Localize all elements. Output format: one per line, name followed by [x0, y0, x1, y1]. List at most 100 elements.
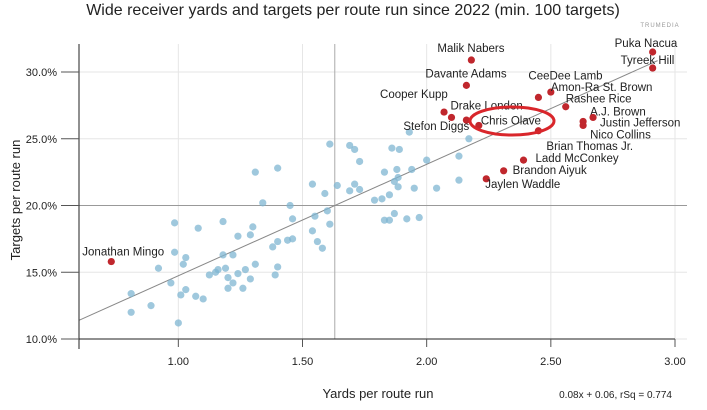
- data-point: [239, 284, 247, 292]
- data-point: [321, 189, 329, 198]
- point-label: Jaylen Waddle: [485, 179, 560, 191]
- x-axis-label: Yards per route run: [322, 386, 433, 401]
- reference-lines: [79, 44, 687, 339]
- data-point: [251, 168, 259, 176]
- data-point: [333, 181, 341, 190]
- data-point: [205, 271, 213, 279]
- point-label: CeeDee Lamb: [528, 70, 602, 82]
- data-point: [288, 235, 297, 243]
- data-point: [455, 152, 463, 160]
- data-point: [234, 269, 242, 278]
- point-label: Rashee Rice: [566, 94, 632, 106]
- data-point: [192, 292, 200, 300]
- x-tick-label: 2.50: [540, 356, 561, 368]
- y-tick-label: 10.0%: [26, 334, 57, 346]
- data-point: [346, 187, 354, 195]
- chart-title: Wide receiver yards and targets per rout…: [86, 2, 620, 19]
- labeled-data-point: [519, 156, 528, 164]
- data-point: [326, 140, 334, 148]
- highlight-ring: [468, 105, 556, 137]
- point-label: Davante Adams: [425, 68, 506, 80]
- data-point: [249, 223, 257, 231]
- x-tick-label: 1.50: [292, 356, 313, 368]
- x-tick-label: 2.00: [416, 356, 437, 368]
- labeled-data-point: [500, 167, 508, 175]
- data-point: [229, 251, 237, 259]
- data-point: [390, 209, 398, 218]
- data-point: [385, 216, 394, 224]
- data-point: [394, 173, 402, 182]
- data-point: [370, 196, 379, 204]
- point-label: Chris Olave: [481, 115, 541, 127]
- data-point: [286, 201, 294, 210]
- data-point: [288, 215, 297, 223]
- point-label: Ladd McConkey: [536, 153, 619, 165]
- data-point: [410, 184, 418, 192]
- data-point: [182, 286, 190, 294]
- data-point: [147, 302, 155, 310]
- trend-line: [78, 60, 658, 321]
- data-point: [199, 295, 207, 303]
- trendline-formula: 0.08x + 0.06, rSq = 0.774: [559, 390, 672, 401]
- data-point: [171, 248, 179, 256]
- labeled-data-point: [547, 88, 555, 96]
- point-label: Tyreek Hill: [621, 55, 675, 67]
- data-point: [182, 253, 190, 262]
- labeled-data-point: [534, 93, 543, 101]
- data-point: [388, 144, 396, 152]
- data-point: [455, 176, 463, 184]
- data-point: [167, 279, 175, 287]
- labeled-data-point: [482, 175, 490, 183]
- data-point: [224, 273, 232, 282]
- point-label: Stefon Diggs: [403, 121, 469, 133]
- data-point: [174, 319, 182, 327]
- data-point: [177, 291, 185, 299]
- data-point: [221, 264, 230, 272]
- data-point: [385, 191, 394, 199]
- trumedia-logo: TRUMEDIA: [640, 23, 679, 29]
- point-label: Brian Thomas Jr.: [546, 141, 633, 153]
- data-point: [346, 141, 354, 150]
- data-point: [323, 207, 331, 215]
- data-point: [318, 244, 326, 252]
- point-label: A.J. Brown: [590, 106, 646, 118]
- y-axis-ticks: 10.0% 15.0% 20.0% 25.0% 30.0%: [26, 67, 79, 346]
- point-label: Justin Jefferson: [600, 117, 680, 129]
- y-axis-label: Targets per route run: [8, 140, 23, 261]
- labeled-data-point: [562, 103, 570, 111]
- data-point: [393, 165, 401, 174]
- y-tick-label: 15.0%: [26, 267, 57, 279]
- data-point: [408, 165, 416, 174]
- data-point: [179, 260, 187, 268]
- data-point: [194, 224, 202, 232]
- data-point: [274, 237, 282, 246]
- data-point: [259, 199, 267, 207]
- labeled-data-point: [107, 257, 115, 266]
- data-point: [308, 180, 317, 188]
- point-label: Brandon Aiyuk: [513, 165, 587, 177]
- data-point: [356, 185, 364, 194]
- data-point: [219, 217, 227, 226]
- point-label: Cooper Kupp: [380, 89, 448, 101]
- labeled-data-point: [440, 108, 448, 116]
- labeled-data-point: [649, 64, 657, 72]
- data-point: [356, 157, 364, 166]
- labeled-data-point: [462, 81, 470, 89]
- data-point: [308, 227, 317, 235]
- data-point: [171, 219, 179, 227]
- data-point: [351, 145, 359, 154]
- labeled-data-point: [447, 113, 456, 122]
- point-label: Nico Collins: [590, 129, 651, 141]
- other-points: [127, 128, 473, 327]
- data-point: [219, 251, 227, 259]
- data-point: [433, 184, 441, 192]
- data-point: [274, 263, 282, 271]
- data-point: [311, 212, 319, 220]
- point-label: Jonathan Mingo: [82, 247, 164, 259]
- data-point: [229, 279, 237, 287]
- point-label: Puka Nacua: [615, 38, 678, 50]
- data-point: [224, 284, 232, 292]
- data-point: [313, 237, 321, 246]
- x-tick-label: 1.00: [168, 356, 189, 368]
